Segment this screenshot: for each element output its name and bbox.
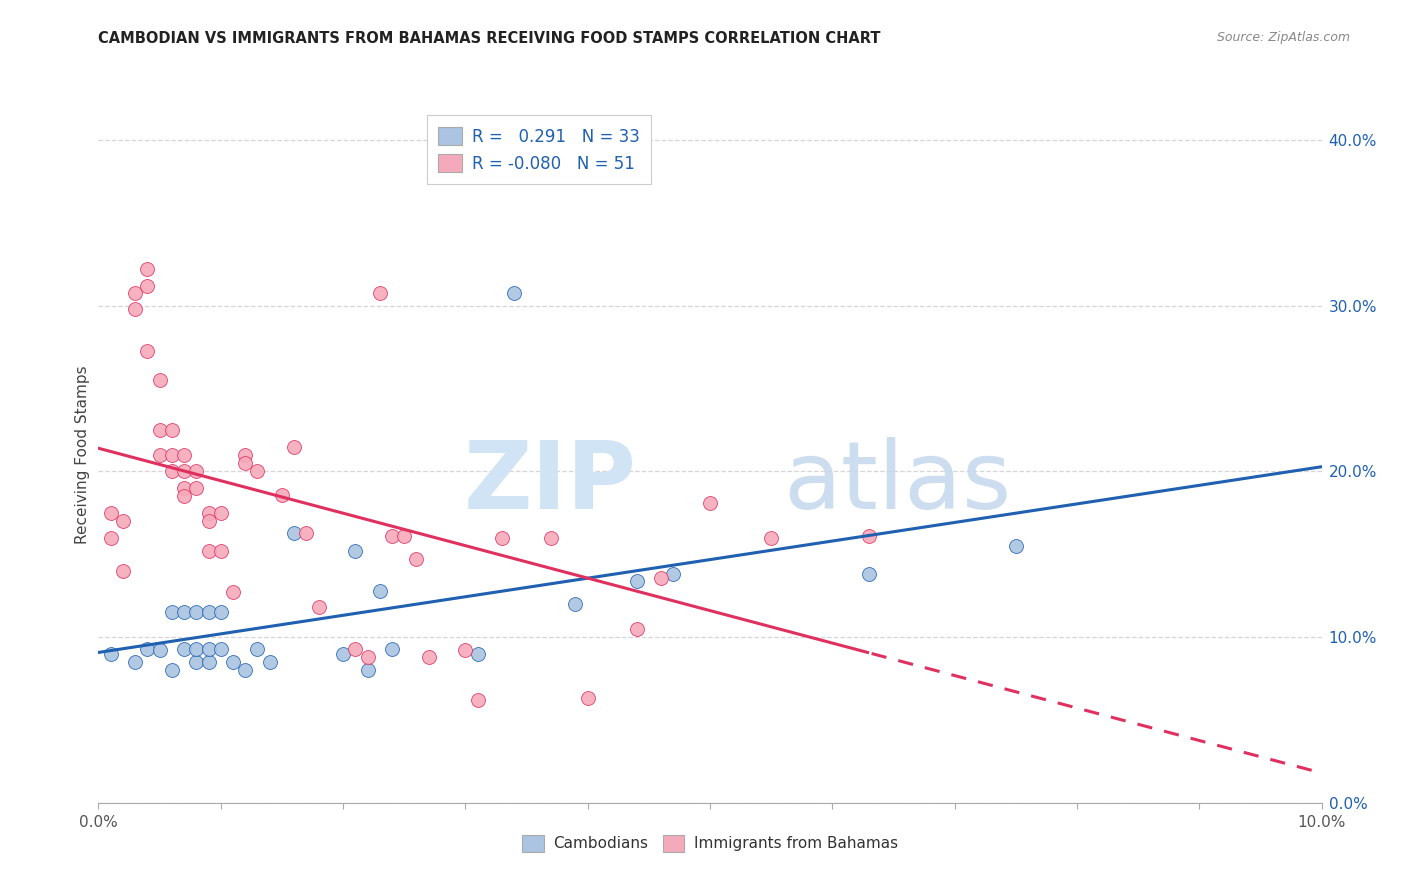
Point [246, 465, 269, 479]
Point [160, 448, 183, 462]
Point [197, 605, 219, 619]
Point [173, 489, 195, 503]
Point [186, 641, 208, 656]
Point [308, 600, 330, 615]
Point [222, 655, 245, 669]
Point [186, 465, 208, 479]
Point [270, 488, 292, 502]
Point [124, 285, 146, 300]
Text: atlas: atlas [783, 437, 1012, 529]
Point [233, 663, 256, 677]
Point [491, 531, 513, 545]
Point [454, 643, 477, 657]
Point [209, 544, 232, 558]
Point [356, 650, 378, 665]
Point [540, 531, 562, 545]
Point [858, 529, 880, 543]
Point [136, 343, 159, 358]
Point [650, 570, 672, 584]
Point [209, 506, 232, 520]
Point [100, 531, 122, 545]
Point [295, 525, 318, 540]
Point [197, 655, 219, 669]
Point [283, 440, 305, 454]
Point [564, 597, 586, 611]
Point [197, 514, 219, 528]
Point [467, 647, 489, 661]
Point [467, 693, 489, 707]
Point [160, 663, 183, 677]
Point [136, 641, 159, 656]
Point [699, 496, 721, 510]
Point [111, 514, 134, 528]
Point [160, 465, 183, 479]
Point [368, 583, 391, 598]
Point [100, 506, 122, 520]
Point [173, 448, 195, 462]
Point [759, 531, 782, 545]
Point [222, 585, 245, 599]
Point [392, 529, 416, 543]
Point [368, 285, 391, 300]
Point [197, 544, 219, 558]
Point [246, 641, 269, 656]
Point [186, 481, 208, 495]
Point [173, 481, 195, 495]
Text: Source: ZipAtlas.com: Source: ZipAtlas.com [1216, 31, 1350, 45]
Point [173, 641, 195, 656]
Point [186, 655, 208, 669]
Text: CAMBODIAN VS IMMIGRANTS FROM BAHAMAS RECEIVING FOOD STAMPS CORRELATION CHART: CAMBODIAN VS IMMIGRANTS FROM BAHAMAS REC… [98, 31, 882, 46]
Point [149, 373, 172, 387]
Point [259, 655, 281, 669]
Point [160, 423, 183, 437]
Point [626, 574, 648, 588]
Point [356, 663, 378, 677]
Point [1004, 539, 1026, 553]
Point [209, 605, 232, 619]
Point [576, 691, 599, 706]
Y-axis label: Receiving Food Stamps: Receiving Food Stamps [75, 366, 90, 544]
Point [186, 605, 208, 619]
Point [149, 423, 172, 437]
Point [283, 525, 305, 540]
Point [381, 529, 404, 543]
Point [149, 448, 172, 462]
Text: ZIP: ZIP [464, 437, 637, 529]
Point [111, 564, 134, 578]
Point [197, 641, 219, 656]
Point [344, 641, 367, 656]
Point [332, 647, 354, 661]
Point [344, 544, 367, 558]
Point [503, 285, 526, 300]
Point [173, 465, 195, 479]
Point [209, 641, 232, 656]
Point [136, 279, 159, 293]
Point [418, 650, 440, 665]
Point [149, 643, 172, 657]
Point [100, 647, 122, 661]
Point [233, 448, 256, 462]
Point [136, 262, 159, 277]
Point [233, 456, 256, 470]
Legend: Cambodians, Immigrants from Bahamas: Cambodians, Immigrants from Bahamas [516, 829, 904, 858]
Point [197, 506, 219, 520]
Point [160, 605, 183, 619]
Point [381, 641, 404, 656]
Point [858, 567, 880, 582]
Point [124, 655, 146, 669]
Point [124, 302, 146, 317]
Point [173, 605, 195, 619]
Point [405, 552, 427, 566]
Point [626, 622, 648, 636]
Point [662, 567, 685, 582]
